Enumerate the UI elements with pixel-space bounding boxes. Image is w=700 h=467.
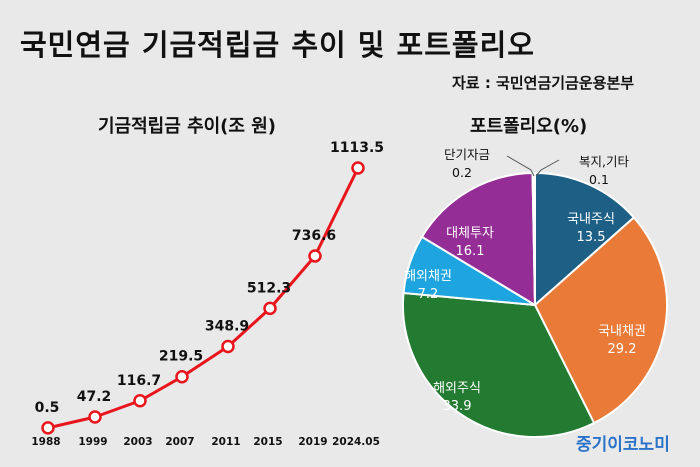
pie-slice-label: 대체투자 <box>446 226 494 241</box>
watermark-logo: 중기이코노미 <box>576 435 670 455</box>
pie-slice-value: 13.5 <box>577 230 606 245</box>
x-tick-label: 2003 <box>123 436 152 448</box>
data-label: 47.2 <box>77 389 112 405</box>
pie-slice-value: 29.2 <box>608 342 637 357</box>
pie-slice-value: 16.1 <box>456 244 485 259</box>
pie-slice <box>533 216 668 425</box>
pie-outside-value: 0.2 <box>452 165 472 180</box>
x-tick-label: 1999 <box>78 436 107 448</box>
pie-slice-label: 국내채권 <box>598 324 646 339</box>
line-series <box>47 167 360 430</box>
x-tick-label: 2015 <box>253 436 282 448</box>
line-point <box>351 161 365 175</box>
x-tick-label: 2011 <box>211 436 240 448</box>
x-tick-label: 2024.05 <box>332 436 380 448</box>
data-label: 219.5 <box>159 349 203 365</box>
pie-slice-value: 33.9 <box>443 399 472 414</box>
pie-slice-label: 해외주식 <box>433 381 481 396</box>
pie-slice <box>533 171 536 306</box>
x-tick-label: 1988 <box>31 436 60 448</box>
data-label: 512.3 <box>247 280 291 296</box>
line-point <box>41 421 55 435</box>
data-label: 736.6 <box>292 228 336 244</box>
line-chart-title: 기금적립금 추이(조 원) <box>98 116 277 137</box>
x-tick-label: 2019 <box>298 436 327 448</box>
line-point <box>133 394 147 408</box>
line-point <box>175 369 189 384</box>
data-label: 348.9 <box>205 319 249 335</box>
data-label: 1113.5 <box>330 140 384 156</box>
page-title: 국민연금 기금적립금 추이 및 포트폴리오 <box>20 28 535 62</box>
line-point <box>308 249 322 263</box>
pie-chart-title: 포트폴리오(%) <box>470 116 588 137</box>
data-label: 116.7 <box>117 373 161 389</box>
pie-slice-label: 해외채권 <box>404 269 452 284</box>
line-point <box>263 301 277 316</box>
source-note: 자료 : 국민연금기금운용본부 <box>452 74 635 92</box>
pie-slice <box>534 171 636 308</box>
pie-slice <box>420 172 537 307</box>
pie-slice-value: 7.2 <box>418 287 439 302</box>
leader-line <box>506 155 535 177</box>
pie-outside-value: 0.1 <box>589 172 609 187</box>
data-label: 0.5 <box>35 400 60 416</box>
pie-outside-label: 복지,기타 <box>579 154 629 169</box>
leader-line <box>535 159 560 177</box>
pie-slice-label: 국내주식 <box>567 212 615 227</box>
x-tick-label: 2007 <box>165 436 194 448</box>
pie-outside-label: 단기자금 <box>444 147 490 162</box>
pie-slice <box>402 291 596 438</box>
line-point <box>221 339 235 354</box>
line-point <box>88 410 102 424</box>
